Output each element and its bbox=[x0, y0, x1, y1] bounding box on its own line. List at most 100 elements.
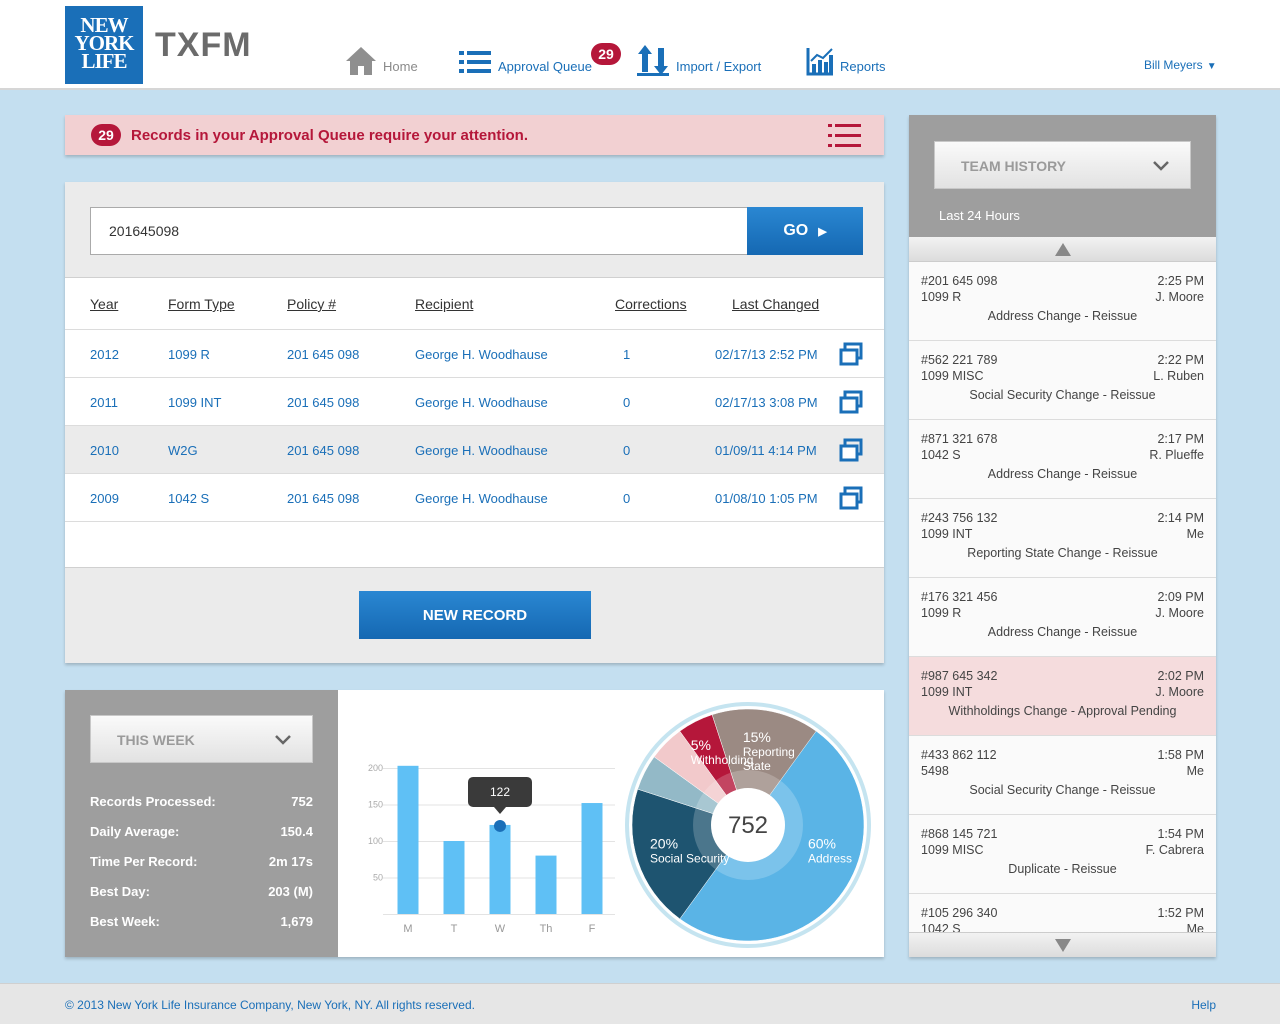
user-menu[interactable]: Bill Meyers ▼ bbox=[1144, 58, 1217, 72]
history-user: Me bbox=[1186, 764, 1204, 778]
bar-F[interactable] bbox=[581, 803, 603, 914]
weekly-stats-panel: THIS WEEK Records Processed: 752 Daily Ave… bbox=[65, 690, 884, 957]
user-name: Bill Meyers bbox=[1144, 58, 1203, 72]
column-header-form-type[interactable]: Form Type bbox=[168, 296, 235, 312]
stat-line: Best Week: 1,679 bbox=[90, 914, 313, 929]
cell-year: 2009 bbox=[90, 491, 119, 506]
new-york-life-logo[interactable]: NEW YORK LIFE bbox=[65, 6, 143, 84]
nav-reports[interactable]: Reports bbox=[806, 42, 886, 76]
history-time: 1:52 PM bbox=[1157, 906, 1204, 920]
search-bar: GO ▶ bbox=[65, 182, 884, 278]
play-arrow-icon: ▶ bbox=[818, 225, 827, 238]
chevron-down-icon bbox=[275, 735, 291, 745]
column-header-policy[interactable]: Policy # bbox=[287, 296, 337, 312]
table-row[interactable]: 2011 1099 INT 201 645 098 George H. Woodhau… bbox=[65, 378, 884, 426]
bar-T[interactable] bbox=[443, 841, 465, 914]
copyright-text: © 2013 New York Life Insurance Company, … bbox=[65, 998, 475, 1012]
cell-recipient: George H. Woodhause bbox=[415, 443, 548, 458]
open-record-windows-icon[interactable] bbox=[839, 438, 863, 462]
header: NEW YORK LIFE TXFM Home Approval Queue 2… bbox=[0, 0, 1280, 90]
history-item[interactable]: #105 296 340 1042 S 1:52 PM Me bbox=[909, 894, 1216, 932]
slice-name: Address bbox=[808, 851, 852, 865]
history-form-type: 1099 INT bbox=[921, 685, 973, 699]
stat-line: Daily Average: 150.4 bbox=[90, 824, 313, 839]
history-user: L. Ruben bbox=[1153, 369, 1204, 383]
cell-year: 2011 bbox=[90, 395, 118, 410]
history-user: Me bbox=[1186, 527, 1204, 541]
history-user: F. Cabrera bbox=[1145, 843, 1204, 857]
slice-name: Withholding bbox=[691, 753, 754, 767]
history-user: J. Moore bbox=[1155, 606, 1204, 620]
list-icon[interactable] bbox=[828, 123, 862, 149]
team-history-dropdown[interactable]: TEAM HISTORY bbox=[934, 141, 1191, 189]
cell-form-type: 1099 R bbox=[168, 347, 210, 362]
cell-last-changed: 01/09/11 4:14 PM bbox=[715, 443, 817, 458]
scroll-up-button[interactable] bbox=[909, 237, 1216, 262]
open-record-windows-icon[interactable] bbox=[839, 486, 863, 510]
history-form-type: 1042 S bbox=[921, 922, 961, 932]
tooltip-point[interactable] bbox=[494, 819, 506, 832]
nav-home[interactable]: Home bbox=[345, 42, 418, 76]
triangle-down-icon bbox=[1055, 939, 1071, 952]
pie-slice-reporting-state[interactable] bbox=[711, 708, 817, 826]
history-item[interactable]: #243 756 132 1099 INT 2:14 PM Me Reporting S… bbox=[909, 499, 1216, 578]
slice-label: 5%Withholding bbox=[691, 737, 754, 767]
new-record-bar: NEW RECORD bbox=[65, 567, 884, 663]
history-item[interactable]: #987 645 342 1099 INT 2:02 PM J. Moore Withh… bbox=[909, 657, 1216, 736]
bar-Th[interactable] bbox=[535, 855, 557, 914]
home-icon bbox=[346, 47, 376, 75]
table-row[interactable]: 2010 W2G 201 645 098 George H. Woodhause 0 01… bbox=[65, 426, 884, 474]
team-history-subtitle: Last 24 Hours bbox=[939, 208, 1020, 223]
history-record-id: #987 645 342 bbox=[921, 669, 998, 683]
history-item[interactable]: #176 321 456 1099 R 2:09 PM J. Moore Address… bbox=[909, 578, 1216, 657]
x-tick-label: F bbox=[589, 923, 596, 935]
cell-policy: 201 645 098 bbox=[287, 347, 360, 362]
slice-percent: 5% bbox=[691, 737, 711, 753]
cell-corrections: 0 bbox=[623, 491, 631, 506]
column-header-recipient[interactable]: Recipient bbox=[415, 296, 474, 312]
column-header-year[interactable]: Year bbox=[90, 296, 119, 312]
history-form-type: 1099 MISC bbox=[921, 369, 984, 383]
history-item[interactable]: #562 221 789 1099 MISC 2:22 PM L. Ruben Soci… bbox=[909, 341, 1216, 420]
table-row[interactable]: 2012 1099 R 201 645 098 George H. Woodhause… bbox=[65, 330, 884, 378]
history-record-id: #868 145 721 bbox=[921, 827, 998, 841]
slice-percent: 20% bbox=[650, 835, 678, 851]
stat-value: 203 (M) bbox=[268, 884, 313, 899]
nav-home-label: Home bbox=[383, 59, 418, 74]
pie-center bbox=[711, 788, 785, 862]
bar-M[interactable] bbox=[397, 765, 419, 914]
reports-chart-icon bbox=[806, 48, 833, 76]
period-dropdown-label: THIS WEEK bbox=[117, 732, 195, 748]
column-header-last-changed[interactable]: Last Changed bbox=[732, 296, 820, 312]
stat-value: 752 bbox=[291, 794, 313, 809]
nav-import-export[interactable]: Import / Export bbox=[636, 42, 761, 76]
history-item[interactable]: #201 645 098 1099 R 2:25 PM J. Moore Address… bbox=[909, 262, 1216, 341]
cell-form-type: 1099 INT bbox=[168, 395, 222, 410]
stat-label: Best Day: bbox=[90, 884, 150, 899]
cell-year: 2012 bbox=[90, 347, 119, 362]
nav-approval-queue[interactable]: Approval Queue bbox=[458, 42, 592, 76]
scroll-down-button[interactable] bbox=[909, 932, 1216, 957]
x-tick-label: W bbox=[495, 923, 506, 935]
history-user: Me bbox=[1186, 922, 1204, 932]
go-button[interactable]: GO ▶ bbox=[747, 207, 863, 255]
open-record-windows-icon[interactable] bbox=[839, 390, 863, 414]
table-row[interactable]: 2009 1042 S 201 645 098 George H. Woodhause… bbox=[65, 474, 884, 522]
logo-line-2: YORK bbox=[74, 31, 135, 55]
help-link[interactable]: Help bbox=[1191, 998, 1216, 1012]
column-header-corrections[interactable]: Corrections bbox=[615, 296, 687, 312]
bar-W[interactable] bbox=[489, 824, 511, 914]
history-time: 2:17 PM bbox=[1157, 432, 1204, 446]
period-dropdown[interactable]: THIS WEEK bbox=[90, 715, 313, 763]
policy-search-input[interactable] bbox=[90, 207, 750, 255]
history-form-type: 1099 R bbox=[921, 290, 962, 304]
history-item[interactable]: #868 145 721 1099 MISC 1:54 PM F. Cabrera Du… bbox=[909, 815, 1216, 894]
tooltip-pointer bbox=[494, 806, 506, 814]
history-item[interactable]: #433 862 112 5498 1:58 PM Me Social Security… bbox=[909, 736, 1216, 815]
new-record-button[interactable]: NEW RECORD bbox=[359, 591, 591, 639]
open-record-windows-icon[interactable] bbox=[839, 342, 863, 366]
history-form-type: 5498 bbox=[921, 764, 949, 778]
history-item[interactable]: #871 321 678 1042 S 2:17 PM R. Plueffe Addre… bbox=[909, 420, 1216, 499]
slice-name: Social Security bbox=[650, 851, 729, 865]
